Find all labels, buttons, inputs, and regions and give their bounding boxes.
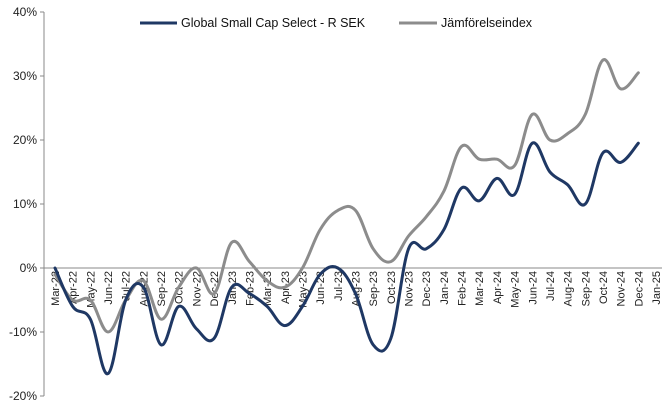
- x-tick-label: Sep-23: [368, 271, 380, 306]
- y-tick-label: -10%: [9, 325, 37, 339]
- x-tick-label: Oct-24: [598, 271, 610, 304]
- x-tick-label: Sep-22: [156, 271, 168, 306]
- axes: 40%30%20%10%0%-10%-20%Mar-22 Apr-22 May-22…: [9, 5, 663, 403]
- legend-label-benchmark: Jämförelseindex: [441, 16, 533, 30]
- x-tick-label: Mar-24: [474, 271, 486, 306]
- x-tick-label: Jul-24: [545, 271, 557, 301]
- legend-label-fund: Global Small Cap Select - R SEK: [181, 16, 366, 30]
- series-line-benchmark: [53, 58, 640, 334]
- x-tick-label: Feb-24: [457, 271, 469, 306]
- x-tick-label: May-24: [510, 271, 522, 308]
- y-tick-label: -20%: [9, 389, 37, 403]
- x-tick-label: Dec-23: [421, 271, 433, 306]
- x-tick-label: Aug-24: [563, 271, 575, 306]
- y-tick-label: 40%: [13, 5, 37, 19]
- x-tick-label: Jun-23: [315, 271, 327, 305]
- x-tick-label: Jul-22: [121, 271, 133, 301]
- x-tick-label: Nov-24: [616, 271, 628, 306]
- x-tick-label: Jun-24: [527, 271, 539, 305]
- series-line-fund: [53, 141, 640, 376]
- y-tick-label: 30%: [13, 69, 37, 83]
- x-tick-label: Jan-24: [439, 271, 451, 305]
- x-tick-label: Nov-23: [404, 271, 416, 306]
- x-tick-label: Apr-24: [492, 271, 504, 304]
- legend: Global Small Cap Select - R SEK Jämförel…: [140, 16, 533, 30]
- x-tick-label: Jan-25: [651, 271, 663, 305]
- series-layer: [53, 58, 640, 376]
- x-tick-label: Dec-24: [633, 271, 645, 306]
- x-tick-label: Sep-24: [580, 271, 592, 306]
- x-tick-label: Oct-23: [386, 271, 398, 304]
- x-tick-label: Apr-22: [68, 271, 80, 304]
- x-tick-label: Feb-23: [244, 271, 256, 306]
- x-tick-label: Jul-23: [333, 271, 345, 301]
- y-tick-label: 0%: [20, 261, 38, 275]
- x-tick-label: Dec-22: [209, 271, 221, 306]
- x-tick-label: Jun-22: [103, 271, 115, 305]
- y-tick-label: 10%: [13, 197, 37, 211]
- x-tick-label: Aug-23: [351, 271, 363, 306]
- x-tick-label: Nov-22: [191, 271, 203, 306]
- y-tick-label: 20%: [13, 133, 37, 147]
